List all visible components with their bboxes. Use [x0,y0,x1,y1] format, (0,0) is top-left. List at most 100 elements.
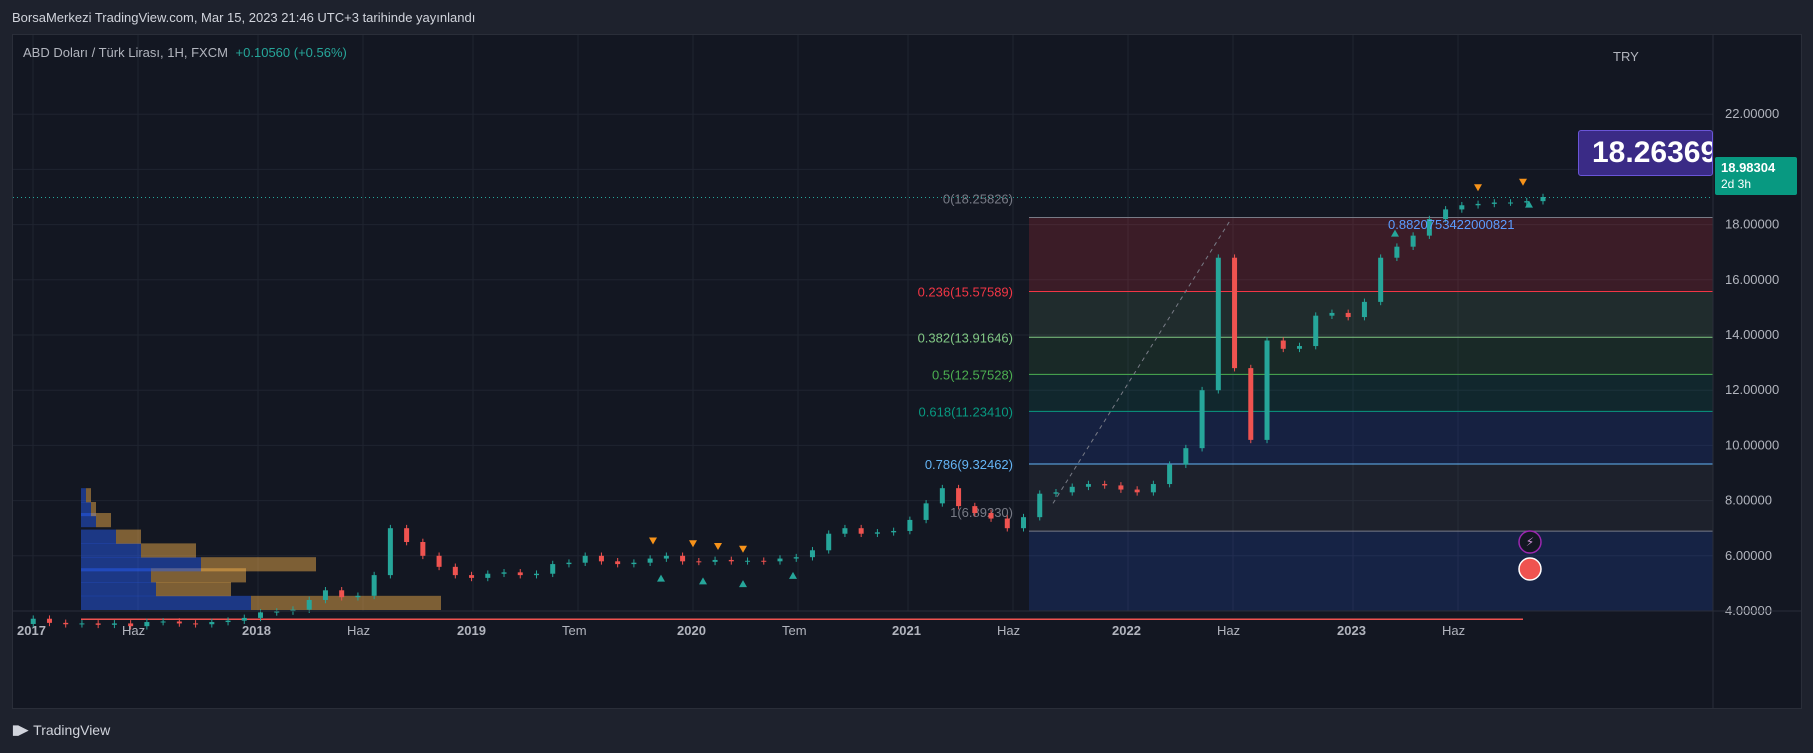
sell-signal-icon [1519,178,1527,186]
time-axis-label: Haz [1442,623,1465,638]
candle-body [696,561,702,563]
candle-body [469,575,475,578]
time-axis-label: 2020 [677,623,706,638]
candle-body [761,560,767,562]
candle-body [30,618,36,624]
candle-body [452,566,458,576]
volume-profile-bar [81,529,116,544]
candle-body [663,555,669,559]
candle-body [777,558,783,562]
sell-signal-icon [739,545,747,553]
candle-body [533,573,539,576]
fib-level-label: 1(6.89230) [950,505,1013,520]
candle-body [1199,390,1205,449]
price-callout: 18.26369 [1578,130,1713,176]
sell-signal-icon [1474,184,1482,192]
volume-profile-bar-up [116,529,141,544]
candle-body [1540,197,1546,202]
volume-profile-bar [81,543,141,558]
time-axis-label: Haz [997,623,1020,638]
price-axis-label: 18.00000 [1725,217,1779,232]
candle-body [517,572,523,576]
candle-body [1394,246,1400,258]
candle-body [339,590,345,598]
candle-body [745,560,751,562]
candle-body [680,555,686,562]
candle-body [728,559,734,562]
candle-body [939,488,945,504]
fib-zone [1029,411,1713,465]
fib-level-label: 0.236(15.57589) [918,285,1013,300]
sell-signal-icon [714,543,722,551]
candle-body [128,623,134,627]
candle-body [1345,312,1351,318]
price-change: +0.10560 (+0.56%) [235,45,347,60]
us-flag-icon [1518,557,1542,581]
candlestick-chart[interactable]: 0(18.25826) 0.236(15.57589) 0.382(13.91646… [13,35,1801,708]
time-axis-label: 2021 [892,623,921,638]
buy-signal-icon [739,580,747,588]
candle-body [258,612,264,618]
sell-signal-icon [689,540,697,548]
candle-body [793,557,799,559]
candle-body [956,488,962,507]
buy-signal-icon [657,574,665,582]
candle-body [550,564,556,574]
price-axis-label: 14.00000 [1725,327,1779,342]
candle-body [355,595,361,598]
volume-profile-bar [81,568,151,583]
candle-body [387,528,393,576]
candle-body [1021,517,1027,529]
brand-name: TradingView [33,722,111,738]
candle-body [371,575,377,596]
volume-profile-bar-up [91,501,96,517]
time-axis-label: 2022 [1112,623,1141,638]
time-axis-label: 2018 [242,623,271,638]
fib-zone [1029,291,1713,338]
chart-panel[interactable]: 0(18.25826) 0.236(15.57589) 0.382(13.91646… [12,34,1802,709]
fib-zone [1029,337,1713,375]
volume-profile-bar [81,488,86,503]
volume-profile-bar [81,513,96,528]
time-axis-label: 2023 [1337,623,1366,638]
volume-profile-bar-up [151,568,246,583]
volume-profile-bar-up [96,513,111,528]
buy-signal-icon [699,577,707,585]
price-axis-label: 8.00000 [1725,493,1772,508]
candle-body [1085,484,1091,487]
candle-body [582,555,588,563]
candle-body [1410,235,1416,247]
candle-body [1313,315,1319,347]
candle-body [1232,257,1238,369]
fib-level-label: 0(18.25826) [943,191,1013,206]
fib-level-label: 0.786(9.32462) [925,457,1013,472]
candle-body [1280,340,1286,349]
candle-body [1069,486,1075,493]
candle-body [322,590,328,600]
candle-body [1037,493,1043,518]
fib-level-label: 0.5(12.57528) [932,367,1013,382]
candle-body [1183,448,1189,465]
currency-label: TRY [1613,49,1639,64]
candle-body [1508,202,1514,204]
candle-body [1053,492,1059,494]
fib-zone [1029,217,1713,292]
candle-body [1296,346,1302,349]
candle-body [111,623,117,625]
lightning-icon [1518,530,1542,554]
candle-body [193,623,199,625]
sell-signal-icon [649,537,657,545]
candle-body [63,622,69,625]
candle-body [79,623,85,625]
candle-body [1426,219,1432,236]
buy-signal-icon [1525,200,1533,208]
candle-body [176,621,182,624]
lightning-glyph: ⚡ [1526,535,1534,549]
candle-body [420,542,426,556]
tradingview-brand[interactable]: ▮▶ TradingView [12,722,110,738]
volume-profile-bar-up [86,488,91,503]
candle-body [1215,257,1221,391]
candle-body [1150,484,1156,493]
candle-body [225,620,231,623]
symbol-legend[interactable]: ABD Doları / Türk Lirası, 1H, FXCM +0.10… [23,45,347,60]
